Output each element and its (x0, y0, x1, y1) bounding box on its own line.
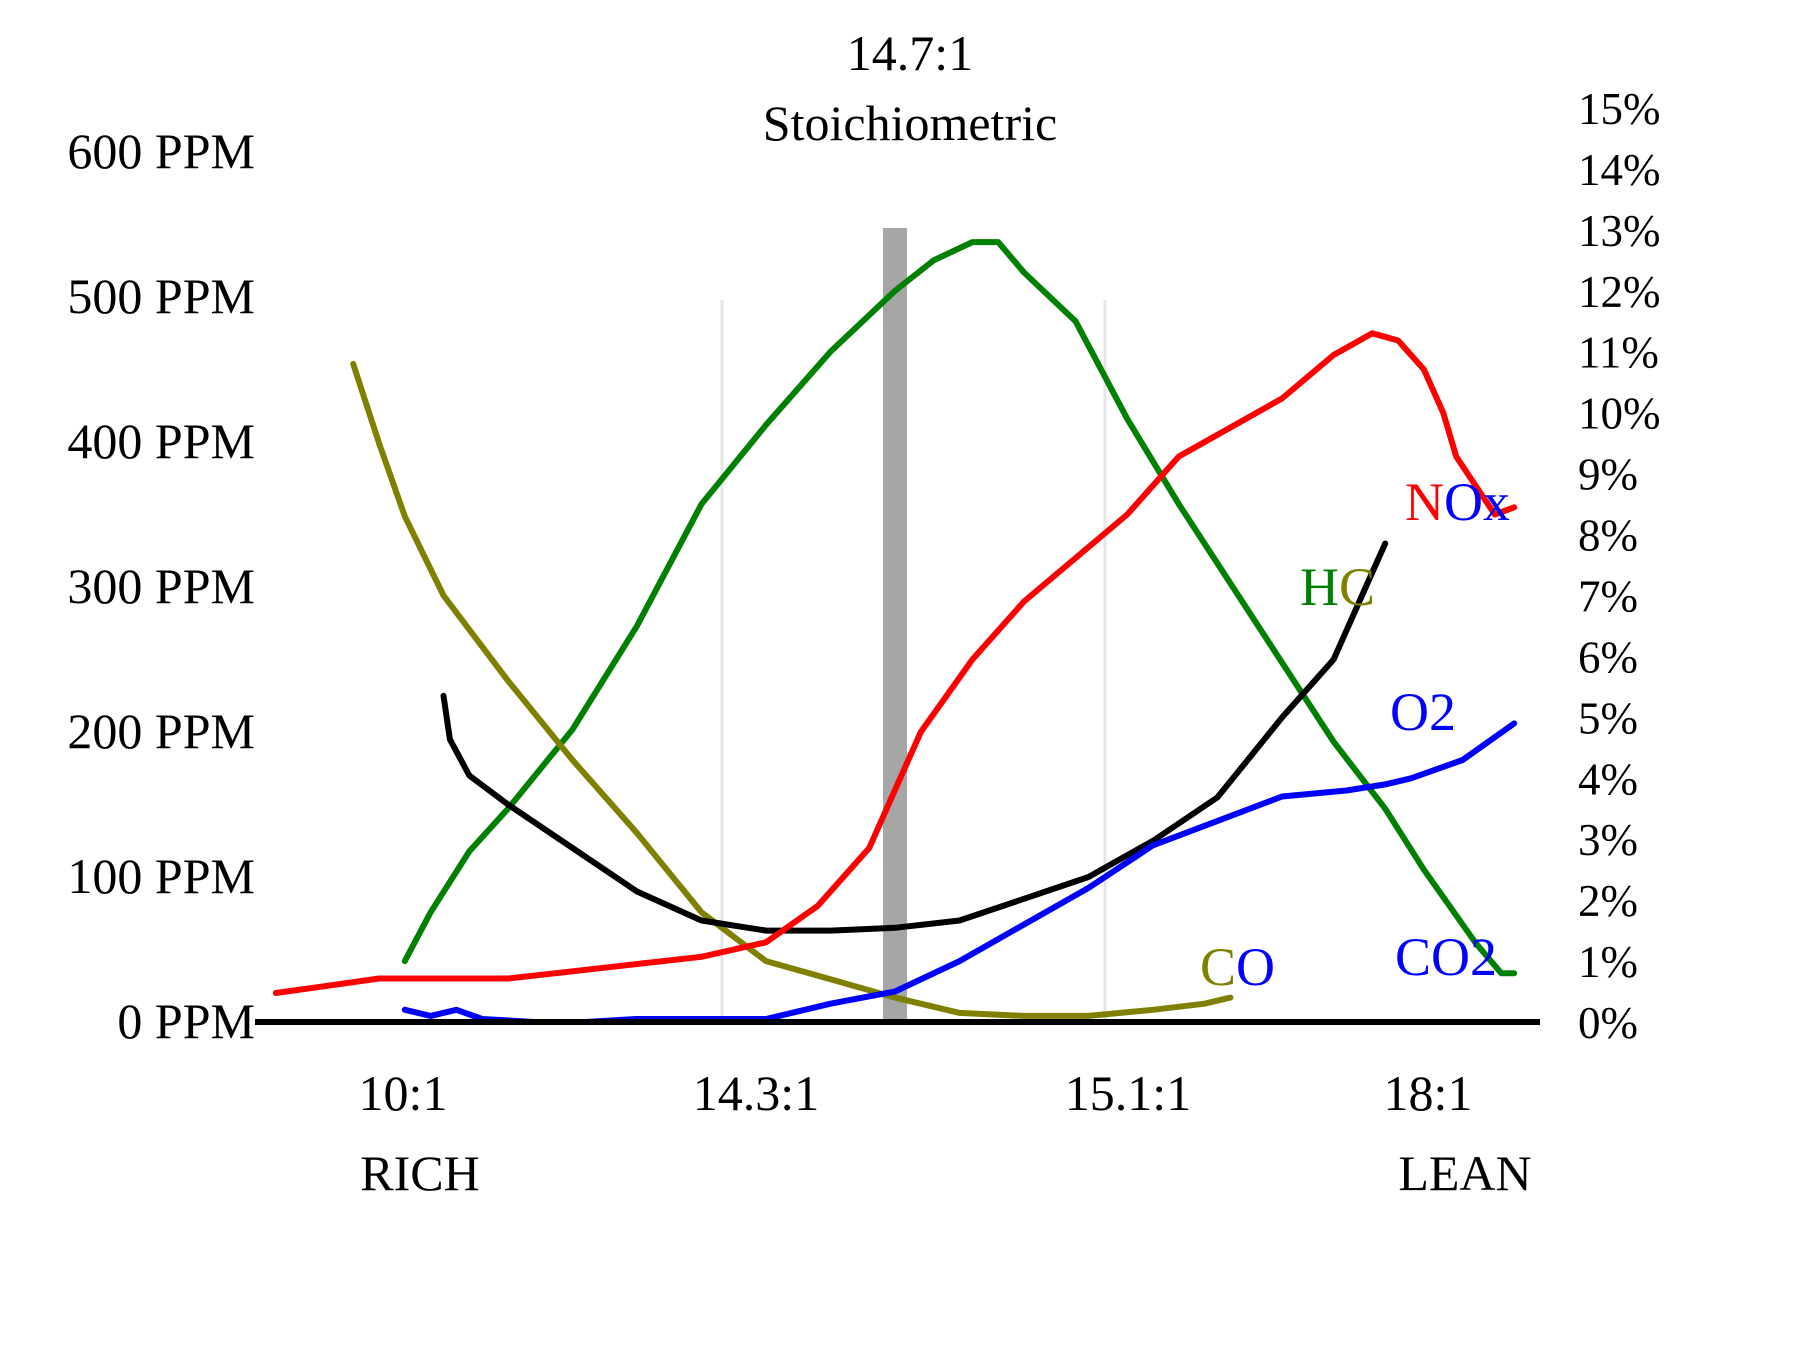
y-right-tick-label: 8% (1578, 511, 1638, 561)
y-right-tick-label: 7% (1578, 571, 1638, 621)
series-line-co (350, 360, 1234, 1019)
series-line-co2 (401, 239, 1518, 977)
y-right-tick-label: 5% (1578, 693, 1638, 743)
series-label-o2: O2 (1390, 682, 1456, 742)
y-left-tick-label: 400 PPM (67, 413, 255, 469)
series-label-nox: NOx (1405, 472, 1510, 532)
right-axis-ticks: 0% 1% 2% 3% 4% 5% 6% 7% 8% 9% 10% 11% 12% 13% 14% 15% (1578, 84, 1661, 1048)
chart-subtitle: Stoichiometric (763, 95, 1057, 151)
y-right-tick-label: 9% (1578, 450, 1638, 500)
left-axis-ticks: 0 PPM 100 PPM 200 PPM 300 PPM 400 PPM 500 PPM… (67, 123, 255, 1049)
series-line-hc (440, 540, 1389, 934)
y-right-tick-label: 10% (1578, 389, 1661, 439)
y-left-tick-label: 0 PPM (117, 993, 255, 1049)
x-tick-label: 15.1:1 (1065, 1065, 1191, 1121)
series-label-co: CO (1200, 937, 1275, 997)
x-end-label-rich: RICH (360, 1145, 479, 1201)
y-left-tick-label: 100 PPM (67, 848, 255, 904)
x-tick-label: 14.3:1 (693, 1065, 819, 1121)
series-labels: NOx HC CO O2 CO2 (1200, 472, 1510, 997)
y-right-tick-label: 6% (1578, 632, 1638, 682)
y-left-tick-label: 200 PPM (67, 703, 255, 759)
series-line-nox (272, 330, 1518, 996)
y-left-tick-label: 500 PPM (67, 268, 255, 324)
x-axis-ticks: 10:1 14.3:1 15.1:1 18:1 (359, 1065, 1473, 1121)
chart-title: 14.7:1 (847, 25, 973, 81)
series-line-o2 (401, 720, 1518, 1025)
x-tick-label: 18:1 (1384, 1065, 1473, 1121)
y-right-tick-label: 13% (1578, 206, 1661, 256)
y-right-tick-label: 12% (1578, 267, 1661, 317)
series-label-hc: HC (1300, 557, 1375, 617)
y-right-tick-label: 2% (1578, 876, 1638, 926)
y-right-tick-label: 1% (1578, 937, 1638, 987)
series-label-co2: CO2 (1395, 927, 1497, 987)
x-tick-label: 10:1 (359, 1065, 448, 1121)
y-right-tick-label: 15% (1578, 84, 1661, 134)
stoichiometric-marker (883, 228, 907, 1024)
y-right-tick-label: 4% (1578, 754, 1638, 804)
y-right-tick-label: 11% (1578, 328, 1659, 378)
y-left-tick-label: 300 PPM (67, 558, 255, 614)
y-right-tick-label: 3% (1578, 815, 1638, 865)
y-right-tick-label: 0% (1578, 998, 1638, 1048)
y-right-tick-label: 14% (1578, 145, 1661, 195)
y-left-tick-label: 600 PPM (67, 123, 255, 179)
grid-layer (720, 300, 1107, 1022)
x-end-label-lean: LEAN (1398, 1145, 1531, 1201)
